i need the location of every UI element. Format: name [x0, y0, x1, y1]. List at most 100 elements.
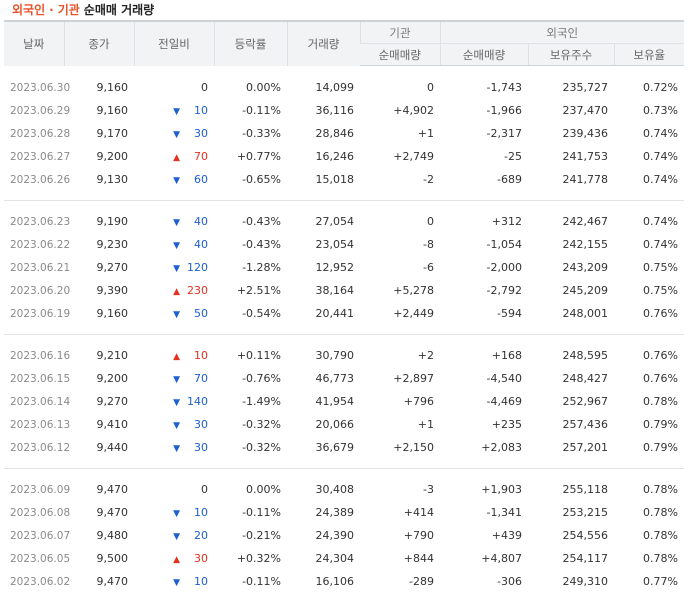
group-gap — [4, 469, 684, 479]
change-amount: 140 — [187, 395, 208, 408]
cell-holdings: 249,310 — [562, 575, 609, 588]
cell-foreign-net: -1,341 — [486, 506, 522, 519]
cell-close: 9,160 — [96, 307, 129, 320]
triangle-down-icon: ▼ — [173, 532, 180, 542]
group-divider — [4, 325, 684, 335]
col-header-close: 종가 — [63, 20, 134, 66]
cell-volume: 24,389 — [315, 506, 355, 519]
cell-date: 2023.06.29 — [10, 104, 71, 117]
cell-volume: 23,054 — [315, 238, 355, 251]
change-value: ▼ 30 — [173, 418, 208, 431]
cell-rate: -1.28% — [242, 261, 281, 274]
change-value: ▼ 40 — [173, 238, 208, 251]
group-header-institution: 기관 — [359, 20, 440, 44]
cell-rate: +2.51% — [236, 284, 281, 297]
cell-holding-ratio: 0.78% — [643, 395, 678, 408]
cell-holding-ratio: 0.74% — [643, 215, 678, 228]
cell-date: 2023.06.19 — [10, 307, 71, 320]
cell-date: 2023.06.09 — [10, 483, 71, 496]
change-value: ▲ 230 — [173, 284, 208, 297]
table-row: 2023.06.12 9,440 ▼ 30 -0.32% 36,679 +2,150 +2,0… — [4, 436, 684, 459]
cell-volume: 41,954 — [315, 395, 355, 408]
cell-inst-net: -6 — [423, 261, 434, 274]
change-amount: 40 — [194, 215, 208, 228]
cell-change: ▼ 10 — [134, 501, 214, 524]
cell-change: ▼ 30 — [134, 413, 214, 436]
cell-rate: -0.32% — [242, 418, 281, 431]
cell-date: 2023.06.12 — [10, 441, 71, 454]
cell-holding-ratio: 0.76% — [643, 372, 678, 385]
cell-close: 9,190 — [96, 215, 129, 228]
change-amount: 60 — [194, 173, 208, 186]
cell-rate: -0.43% — [242, 238, 281, 251]
cell-change: ▼ 60 — [134, 168, 214, 191]
change-amount: 10 — [194, 506, 208, 519]
cell-holdings: 252,967 — [562, 395, 609, 408]
cell-holdings: 254,556 — [562, 529, 609, 542]
cell-close: 9,130 — [96, 173, 129, 186]
table-row: 2023.06.20 9,390 ▲ 230 +2.51% 38,164 +5,278 -2,… — [4, 279, 684, 302]
cell-date: 2023.06.27 — [10, 150, 71, 163]
table-row: 2023.06.22 9,230 ▼ 40 -0.43% 23,054 -8 -1,054 24… — [4, 233, 684, 256]
triangle-up-icon: ▲ — [173, 555, 180, 565]
cell-foreign-net: +439 — [491, 529, 522, 542]
cell-rate: -0.65% — [242, 173, 281, 186]
change-amount: 10 — [194, 104, 208, 117]
divider-cell — [4, 191, 684, 201]
cell-holdings: 245,209 — [562, 284, 609, 297]
change-amount: 70 — [194, 150, 208, 163]
cell-inst-net: 0 — [427, 81, 434, 94]
cell-volume: 36,116 — [315, 104, 355, 117]
cell-holdings: 255,118 — [562, 483, 609, 496]
cell-volume: 24,304 — [315, 552, 355, 565]
change-amount: 10 — [194, 349, 208, 362]
cell-volume: 28,846 — [315, 127, 355, 140]
cell-holdings: 242,155 — [562, 238, 609, 251]
cell-close: 9,480 — [96, 529, 129, 542]
cell-close: 9,270 — [96, 261, 129, 274]
table-row: 2023.06.26 9,130 ▼ 60 -0.65% 15,018 -2 -689 241,… — [4, 168, 684, 191]
cell-foreign-net: +2,083 — [481, 441, 522, 454]
cell-holding-ratio: 0.79% — [643, 418, 678, 431]
triangle-down-icon: ▼ — [173, 421, 180, 431]
cell-holding-ratio: 0.74% — [643, 150, 678, 163]
cell-change: ▲ 30 — [134, 547, 214, 570]
change-amount: 230 — [187, 284, 208, 297]
cell-holdings: 257,201 — [562, 441, 609, 454]
table-row: 2023.06.05 9,500 ▲ 30 +0.32% 24,304 +844 +4,807… — [4, 547, 684, 570]
title-institution: 기관 — [57, 3, 80, 17]
cell-close: 9,210 — [96, 349, 129, 362]
cell-change: ▼ 70 — [134, 367, 214, 390]
triangle-down-icon: ▼ — [173, 176, 180, 186]
group-gap — [4, 201, 684, 211]
change-amount: 30 — [194, 418, 208, 431]
cell-change: ▼ 30 — [134, 122, 214, 145]
change-amount: 30 — [194, 552, 208, 565]
change-value: ▼ 10 — [173, 104, 208, 117]
triangle-down-icon: ▼ — [173, 218, 180, 228]
cell-rate: -0.11% — [242, 104, 281, 117]
change-amount: 30 — [194, 127, 208, 140]
change-value: 0 — [186, 81, 208, 94]
triangle-down-icon: ▼ — [173, 310, 180, 320]
cell-date: 2023.06.14 — [10, 395, 71, 408]
cell-volume: 15,018 — [315, 173, 355, 186]
net-trading-table: 날짜 종가 전일비 등락률 거래량 기관 외국인 순매매량 순매매량 보유주수 … — [4, 20, 684, 593]
cell-holding-ratio: 0.72% — [643, 81, 678, 94]
table-row: 2023.06.16 9,210 ▲ 10 +0.11% 30,790 +2 +168 248,… — [4, 344, 684, 367]
table-row: 2023.06.14 9,270 ▼ 140 -1.49% 41,954 +796 -4,46… — [4, 390, 684, 413]
cell-holding-ratio: 0.74% — [643, 127, 678, 140]
col-header-rate: 등락률 — [213, 20, 287, 66]
cell-inst-net: +2,449 — [393, 307, 434, 320]
cell-rate: -1.49% — [242, 395, 281, 408]
cell-date: 2023.06.16 — [10, 349, 71, 362]
group-header-foreign: 외국인 — [439, 20, 684, 44]
cell-close: 9,470 — [96, 483, 129, 496]
cell-holding-ratio: 0.75% — [643, 284, 678, 297]
cell-date: 2023.06.13 — [10, 418, 71, 431]
cell-foreign-net: -1,966 — [486, 104, 522, 117]
spacer-row — [4, 66, 684, 77]
change-amount: 40 — [194, 238, 208, 251]
cell-inst-net: +414 — [403, 506, 434, 519]
cell-foreign-net: +312 — [491, 215, 522, 228]
